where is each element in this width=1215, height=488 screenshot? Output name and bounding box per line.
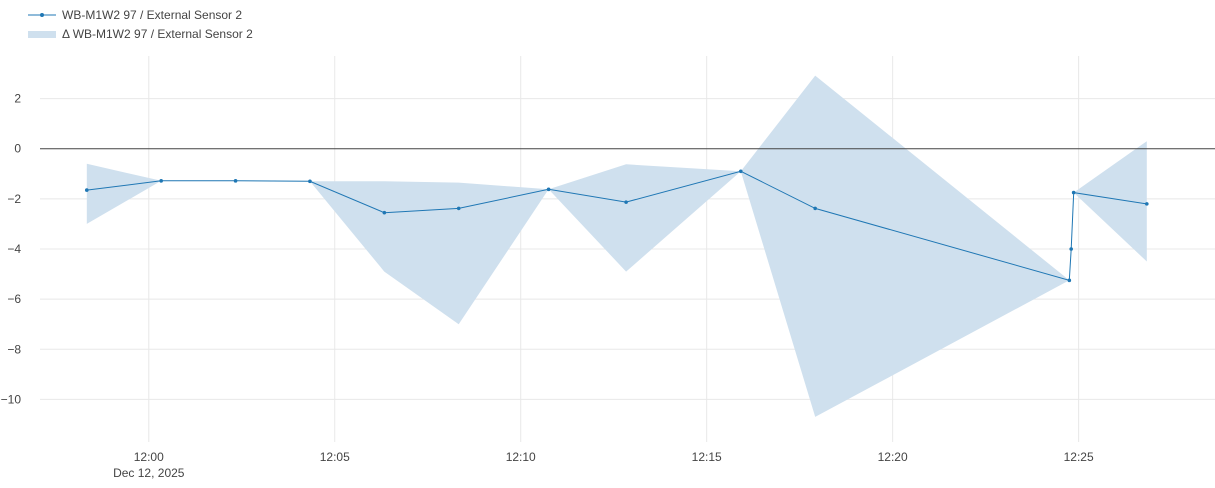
data-point: [456, 206, 461, 211]
data-point: [738, 169, 743, 174]
data-point: [1067, 278, 1072, 283]
y-tick-label: −6: [7, 292, 21, 306]
y-tick-label: −4: [7, 242, 21, 256]
x-tick-label: 12:15: [692, 450, 722, 464]
data-point: [159, 179, 163, 183]
legend-label-band: Δ WB-M1W2 97 / External Sensor 2: [62, 27, 253, 41]
line-series: [84, 169, 1149, 283]
legend: WB-M1W2 97 / External Sensor 2 Δ WB-M1W2…: [28, 8, 253, 41]
x-tick-label: 12:05: [320, 450, 350, 464]
band-series: [86, 75, 1147, 417]
x-tick-label: 12:00: [134, 450, 164, 464]
data-point: [84, 188, 89, 192]
data-point: [1069, 247, 1073, 251]
y-tick-label: 2: [14, 92, 21, 106]
data-point: [813, 206, 817, 211]
data-point: [546, 187, 551, 192]
band-area: [86, 75, 1147, 417]
legend-label-line: WB-M1W2 97 / External Sensor 2: [62, 8, 242, 22]
y-tick-label: −8: [7, 342, 21, 356]
data-point: [382, 210, 387, 215]
data-point: [233, 179, 238, 183]
axes: 12:00 Dec 12, 2025 12:05 12:10 12:15 12:20 12:…: [1, 92, 1094, 480]
x-date-label: Dec 12, 2025: [113, 466, 185, 480]
data-point: [1071, 190, 1076, 195]
x-tick-label: 12:10: [506, 450, 536, 464]
data-point: [308, 179, 312, 184]
x-tick-label: 12:25: [1064, 450, 1094, 464]
legend-item-band[interactable]: Δ WB-M1W2 97 / External Sensor 2: [28, 27, 253, 41]
data-point: [1145, 202, 1149, 206]
y-tick-label: −10: [1, 392, 22, 406]
y-tick-label: −2: [7, 192, 21, 206]
legend-item-line[interactable]: WB-M1W2 97 / External Sensor 2: [28, 8, 242, 22]
series-line: [86, 170, 1147, 281]
y-tick-label: 0: [14, 142, 21, 156]
x-tick-label: 12:20: [878, 450, 908, 464]
data-point: [624, 200, 628, 204]
